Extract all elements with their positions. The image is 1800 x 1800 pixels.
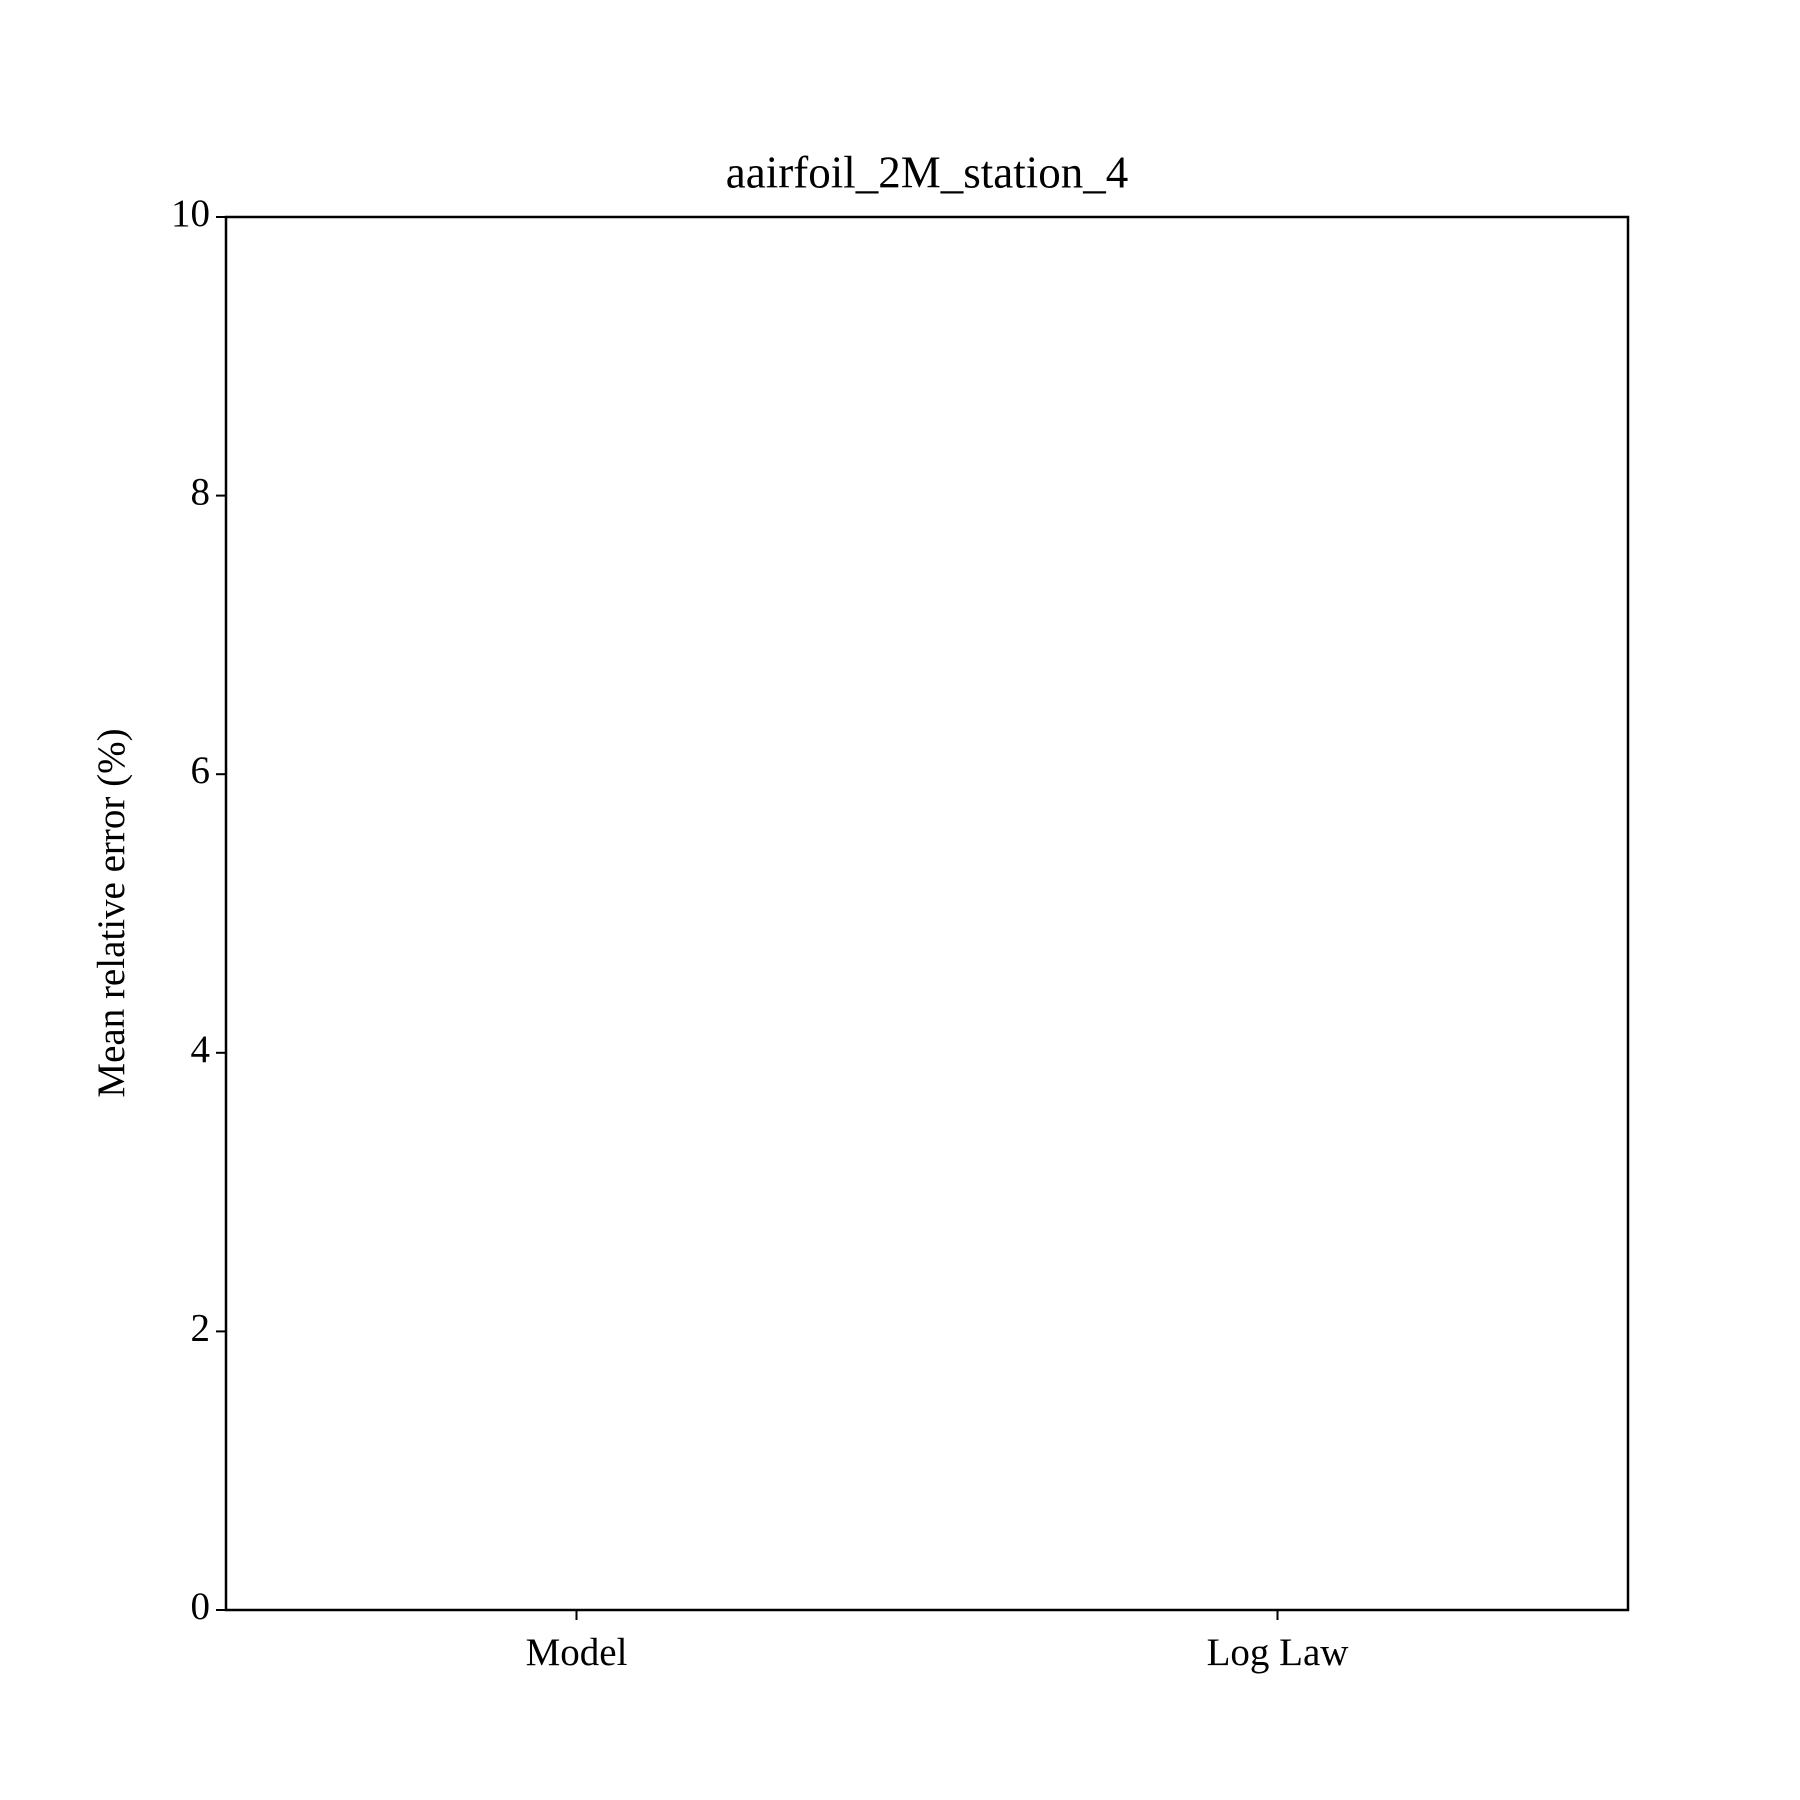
chart-title: aairfoil_2M_station_4 xyxy=(726,147,1128,197)
y-tick-label: 4 xyxy=(191,1028,211,1071)
plot-frame xyxy=(224,215,1630,1612)
y-tick-label: 10 xyxy=(171,192,210,235)
y-tick-label: 6 xyxy=(191,749,211,792)
x-tick-label: Log Law xyxy=(1207,1631,1349,1674)
y-tick-label: 0 xyxy=(191,1585,211,1628)
y-axis-label: Mean relative error (%) xyxy=(90,728,133,1097)
y-tick-label: 8 xyxy=(191,471,211,514)
x-tick-label: Model xyxy=(526,1631,628,1674)
y-tick-label: 2 xyxy=(191,1306,211,1349)
